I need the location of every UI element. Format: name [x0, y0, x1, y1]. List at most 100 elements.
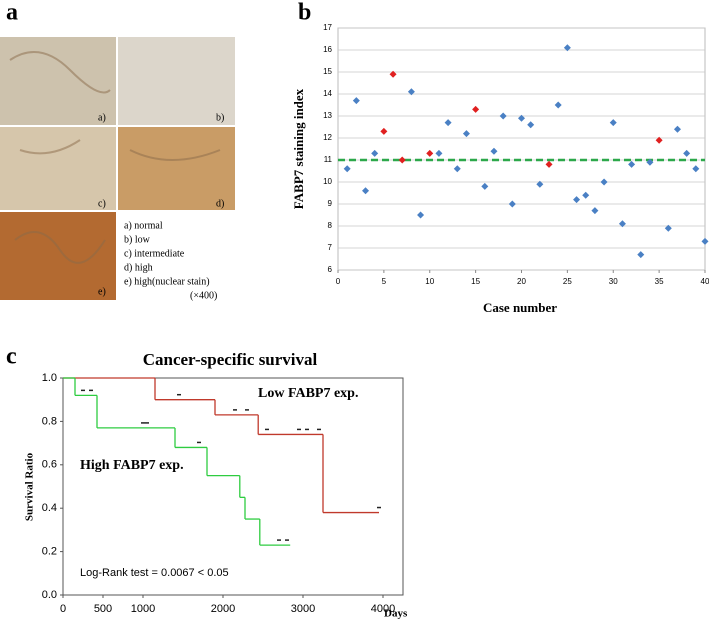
point — [582, 191, 590, 199]
x-tick-label: 2000 — [211, 603, 235, 615]
y-tick-label: 6 — [328, 265, 333, 274]
y-tick-label: 14 — [323, 89, 332, 98]
micrograph — [118, 37, 235, 125]
point — [426, 149, 434, 157]
panel-label: c — [6, 344, 17, 370]
point — [673, 125, 681, 133]
x-axis-label: Days — [384, 608, 408, 620]
point — [417, 211, 425, 219]
y-tick-label: 1.0 — [42, 372, 57, 384]
point — [343, 165, 351, 173]
point — [481, 182, 489, 190]
point — [518, 114, 525, 122]
y-tick-label: 17 — [323, 23, 332, 32]
y-tick-label: 0.4 — [42, 502, 57, 514]
point — [444, 119, 452, 127]
x-tick-label: 25 — [563, 277, 572, 286]
point — [508, 200, 516, 208]
x-tick-label: 35 — [655, 277, 664, 286]
point — [462, 130, 470, 138]
texture — [9, 51, 221, 264]
y-tick-label: 11 — [324, 155, 333, 164]
y-tick-label: 10 — [323, 177, 332, 186]
y-tick-label: 16 — [323, 45, 332, 54]
point — [701, 237, 709, 245]
y-tick-label: 0.8 — [42, 415, 57, 427]
panel-label: a — [6, 0, 18, 26]
y-tick-label: 9 — [328, 199, 333, 208]
point — [637, 251, 645, 259]
series-label: Low FABP7 exp. — [258, 386, 358, 401]
point — [435, 149, 443, 157]
y-axis-label: FABP7 staining index — [291, 88, 306, 209]
point — [655, 136, 663, 144]
point — [628, 160, 636, 168]
legend-text: a) normal — [124, 220, 163, 231]
y-tick-label: 0.6 — [42, 459, 57, 471]
image-label: c) — [98, 198, 106, 209]
point — [362, 187, 370, 195]
point — [352, 97, 360, 105]
plot-area — [62, 377, 404, 596]
point — [600, 178, 608, 186]
y-tick-label: 7 — [328, 243, 333, 252]
micrographs — [0, 37, 235, 300]
x-tick-label: 4000 — [371, 603, 395, 615]
x-axis-label: Case number — [483, 300, 557, 315]
point — [563, 44, 571, 52]
point — [573, 196, 581, 204]
legend-text: c) intermediate — [124, 248, 185, 259]
point — [609, 119, 617, 127]
y-tick-label: 8 — [328, 221, 333, 230]
y-tick-label: 0.0 — [42, 589, 57, 601]
point — [398, 156, 406, 164]
x-tick-label: 30 — [609, 277, 618, 286]
image-label: d) — [216, 198, 224, 209]
chart-title: Cancer-specific survival — [143, 350, 318, 369]
point — [618, 220, 626, 228]
micrograph — [118, 127, 235, 210]
point — [545, 160, 553, 168]
x-tick-label: 500 — [94, 603, 112, 615]
point — [527, 121, 535, 129]
point — [683, 149, 691, 157]
point — [591, 207, 599, 215]
micrograph — [0, 37, 116, 125]
point — [536, 180, 544, 188]
y-tick-label: 13 — [323, 111, 332, 120]
y-tick-label: 12 — [323, 133, 332, 142]
point — [499, 112, 507, 120]
x-tick-label: 5 — [382, 277, 387, 286]
y-tick-label: 0.2 — [42, 546, 57, 558]
point — [380, 127, 388, 135]
point — [646, 158, 654, 166]
legend-text: e) high(nuclear stain) — [124, 276, 210, 287]
legend-text: d) high — [124, 262, 153, 273]
point — [490, 147, 498, 155]
image-label: b) — [216, 112, 224, 123]
x-tick-label: 20 — [517, 277, 526, 286]
magnification: (×400) — [190, 290, 217, 301]
x-tick-label: 3000 — [291, 603, 315, 615]
image-label: e) — [98, 286, 106, 297]
y-axis-label: Survival Ratio — [24, 452, 36, 521]
panel-label: b — [298, 0, 311, 26]
point — [389, 70, 397, 78]
x-tick-label: 0 — [60, 603, 66, 615]
point — [472, 105, 480, 113]
plot-area — [337, 27, 706, 271]
y-tick-label: 15 — [323, 67, 332, 76]
x-tick-label: 0 — [336, 277, 341, 286]
x-tick-label: 1000 — [131, 603, 155, 615]
micrograph — [0, 212, 116, 300]
point — [692, 165, 700, 173]
micrograph — [0, 127, 116, 210]
point — [453, 165, 461, 173]
series-label: High FABP7 exp. — [80, 458, 184, 473]
x-tick-label: 10 — [425, 277, 434, 286]
point — [554, 101, 562, 109]
point — [407, 88, 415, 96]
x-tick-label: 40 — [701, 277, 709, 286]
image-label: a) — [98, 112, 106, 123]
